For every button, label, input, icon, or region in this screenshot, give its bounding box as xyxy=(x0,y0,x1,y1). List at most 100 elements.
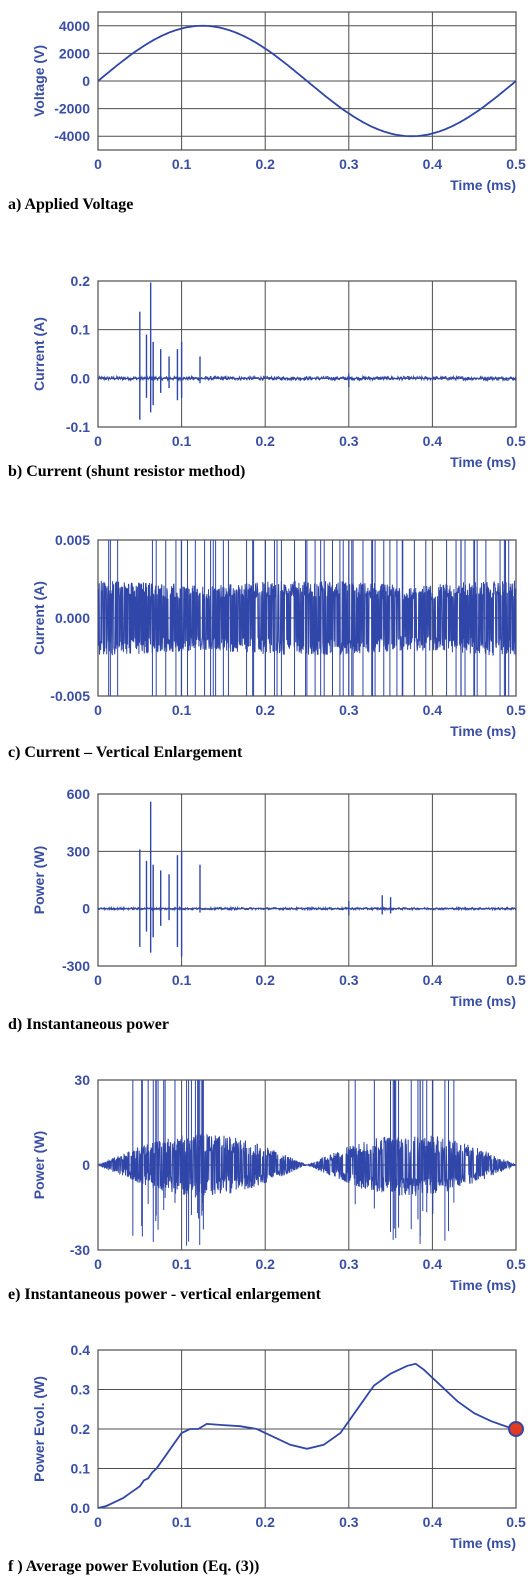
y-tick-label: 0.1 xyxy=(71,1461,91,1477)
chart-panel: 0 0.1 0.2 0.3 0.4 0.5 4000 2000 0 -2000 -4000 Volta… xyxy=(0,0,531,226)
x-tick-label: 0.3 xyxy=(339,156,359,172)
figure-caption: b) Current (shunt resistor method) xyxy=(8,463,246,480)
x-tick-label: 0 xyxy=(94,972,102,988)
x-tick-label: 0.5 xyxy=(506,972,526,988)
x-tick-label: 0.1 xyxy=(172,433,192,449)
x-tick-label: 0 xyxy=(94,1256,102,1272)
chart-svg: 0 0.1 0.2 0.3 0.4 0.5 0.4 0.3 0.2 0.1 0.0 Power Evo… xyxy=(31,1342,526,1551)
x-tick-label: 0.3 xyxy=(339,702,359,718)
chart-svg: 0 0.1 0.2 0.3 0.4 0.5 0.005 0.000 -0.005 Current … xyxy=(31,532,526,739)
y-tick-label: -30 xyxy=(70,1242,90,1258)
x-tick-label: 0.3 xyxy=(339,1514,359,1530)
series xyxy=(98,540,516,696)
end-marker xyxy=(508,1421,524,1437)
chart-svg: 0 0.1 0.2 0.3 0.4 0.5 4000 2000 0 -2000 -4000 Volta… xyxy=(31,11,526,193)
y-tick-label: 0.0 xyxy=(71,370,91,386)
y-tick-label: 4000 xyxy=(59,18,90,34)
x-tick-label: 0.4 xyxy=(423,1514,443,1530)
y-tick-label: 0.2 xyxy=(71,1421,91,1437)
y-axis-title: Current (A) xyxy=(31,317,47,391)
y-tick-label: 0.000 xyxy=(55,610,90,626)
chart-panel: 0 0.1 0.2 0.3 0.4 0.5 0.005 0.000 -0.005 Current … xyxy=(0,520,531,774)
y-axis-title: Power (W) xyxy=(31,846,47,914)
series xyxy=(98,24,516,138)
x-axis-title: Time (ms) xyxy=(450,177,516,193)
x-tick-label: 0.4 xyxy=(423,972,443,988)
series-line xyxy=(98,905,516,912)
chart-svg: 0 0.1 0.2 0.3 0.4 0.5 0.2 0.1 0.0 -0.1 Current (A)… xyxy=(31,273,526,470)
y-axis-title: Current (A) xyxy=(31,581,47,655)
series-line xyxy=(98,1362,516,1509)
y-axis-title: Power (W) xyxy=(31,1131,47,1199)
y-tick-label: 0 xyxy=(82,1157,90,1173)
x-tick-label: 0.4 xyxy=(423,1256,443,1272)
x-tick-label: 0.1 xyxy=(172,702,192,718)
chart-panel: 0 0.1 0.2 0.3 0.4 0.5 0.2 0.1 0.0 -0.1 Current (A)… xyxy=(0,255,531,493)
x-tick-label: 0.2 xyxy=(255,156,275,172)
x-tick-label: 0.5 xyxy=(506,433,526,449)
y-tick-label: 0.4 xyxy=(71,1342,91,1358)
figure-caption: d) Instantaneous power xyxy=(8,1016,169,1033)
x-tick-label: 0.2 xyxy=(255,972,275,988)
x-tick-label: 0.1 xyxy=(172,972,192,988)
y-tick-label: -2000 xyxy=(54,101,90,117)
chart-panel: 0 0.1 0.2 0.3 0.4 0.5 0.4 0.3 0.2 0.1 0.0 Power Evo… xyxy=(0,1330,531,1588)
y-tick-label: 0.2 xyxy=(71,273,91,289)
y-tick-label: -0.005 xyxy=(50,688,90,704)
figure-caption: e) Instantaneous power - vertical enlarg… xyxy=(8,1286,321,1303)
y-tick-label: 0.005 xyxy=(55,532,90,548)
y-tick-label: 300 xyxy=(67,843,91,859)
x-tick-label: 0.1 xyxy=(172,156,192,172)
x-axis-title: Time (ms) xyxy=(450,1535,516,1551)
plot-frame xyxy=(97,280,517,428)
x-tick-label: 0 xyxy=(94,156,102,172)
series-line xyxy=(98,24,516,138)
y-tick-label: 30 xyxy=(74,1072,90,1088)
y-tick-label: 0 xyxy=(82,901,90,917)
y-tick-label: -300 xyxy=(62,958,90,974)
x-tick-label: 0.4 xyxy=(423,156,443,172)
x-tick-label: 0.3 xyxy=(339,972,359,988)
series xyxy=(98,801,516,957)
chart-panel: 0 0.1 0.2 0.3 0.4 0.5 30 0 -30 Power (W) Time (ms)… xyxy=(0,1060,531,1316)
series xyxy=(98,1080,516,1246)
series-line xyxy=(98,374,516,383)
y-tick-label: -4000 xyxy=(54,128,90,144)
x-tick-label: 0.2 xyxy=(255,702,275,718)
y-tick-label: 0.0 xyxy=(71,1500,91,1516)
series xyxy=(98,282,516,420)
x-tick-label: 0 xyxy=(94,702,102,718)
x-tick-label: 0.1 xyxy=(172,1256,192,1272)
chart-panel: 0 0.1 0.2 0.3 0.4 0.5 600 300 0 -300 Power (W) Time… xyxy=(0,782,531,1046)
y-axis-title: Voltage (V) xyxy=(31,45,47,117)
x-tick-label: 0.2 xyxy=(255,1256,275,1272)
x-tick-label: 0.2 xyxy=(255,433,275,449)
y-tick-label: 600 xyxy=(67,786,91,802)
y-tick-label: -0.1 xyxy=(66,419,90,435)
y-axis-title: Power Evol. (W) xyxy=(31,1376,47,1482)
figure-caption: c) Current – Vertical Enlargement xyxy=(8,744,243,761)
x-axis-title: Time (ms) xyxy=(450,993,516,1009)
x-tick-label: 0.3 xyxy=(339,1256,359,1272)
x-tick-label: 0.5 xyxy=(506,1256,526,1272)
x-tick-label: 0 xyxy=(94,1514,102,1530)
x-tick-label: 0.3 xyxy=(339,433,359,449)
x-tick-label: 0 xyxy=(94,433,102,449)
x-tick-label: 0.5 xyxy=(506,1514,526,1530)
y-tick-label: 0.1 xyxy=(71,322,91,338)
plot-frame xyxy=(97,793,517,967)
series xyxy=(98,1362,516,1509)
x-tick-label: 0.2 xyxy=(255,1514,275,1530)
y-tick-label: 0.3 xyxy=(71,1382,91,1398)
series-line xyxy=(98,1133,516,1196)
x-tick-label: 0.4 xyxy=(423,433,443,449)
y-tick-label: 2000 xyxy=(59,45,90,61)
x-tick-label: 0.4 xyxy=(423,702,443,718)
x-axis-title: Time (ms) xyxy=(450,454,516,470)
x-tick-label: 0.5 xyxy=(506,156,526,172)
figure-caption: a) Applied Voltage xyxy=(8,196,134,213)
x-axis-title: Time (ms) xyxy=(450,1277,516,1293)
y-tick-label: 0 xyxy=(82,73,90,89)
